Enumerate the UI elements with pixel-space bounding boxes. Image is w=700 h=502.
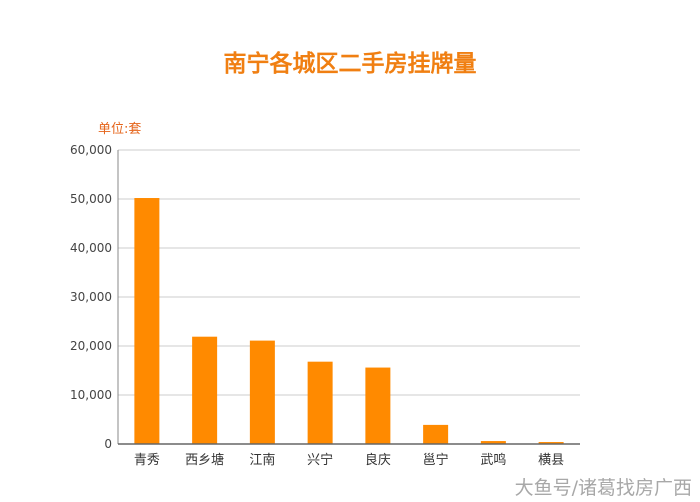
x-tick-label: 武鸣 (480, 452, 506, 468)
bar (480, 441, 506, 444)
x-tick-label: 兴宁 (307, 452, 333, 468)
y-tick-label: 20,000 (70, 339, 112, 353)
x-tick-label: 良庆 (365, 452, 391, 468)
x-tick-label: 邕宁 (423, 452, 449, 468)
unit-label: 单位:套 (98, 122, 142, 137)
bar (134, 198, 160, 444)
y-tick-label: 50,000 (70, 192, 112, 206)
y-tick-label: 30,000 (70, 290, 112, 304)
y-tick-label: 40,000 (70, 241, 112, 255)
bar (307, 361, 333, 444)
x-tick-label: 横县 (538, 453, 564, 468)
x-tick-label: 江南 (249, 452, 275, 468)
bar (192, 336, 218, 444)
y-tick-label: 10,000 (70, 388, 112, 402)
bar (538, 442, 564, 444)
x-tick-label: 西乡塘 (185, 452, 224, 468)
chart-title: 南宁各城区二手房挂牌量 (223, 51, 477, 77)
bar (423, 424, 449, 444)
y-tick-label: 0 (104, 437, 112, 451)
bar (365, 367, 391, 444)
y-tick-label: 60,000 (70, 143, 112, 157)
x-tick-label: 青秀 (134, 453, 160, 468)
watermark: 大鱼号/诸葛找房广西 (514, 477, 692, 499)
bar (249, 340, 275, 444)
